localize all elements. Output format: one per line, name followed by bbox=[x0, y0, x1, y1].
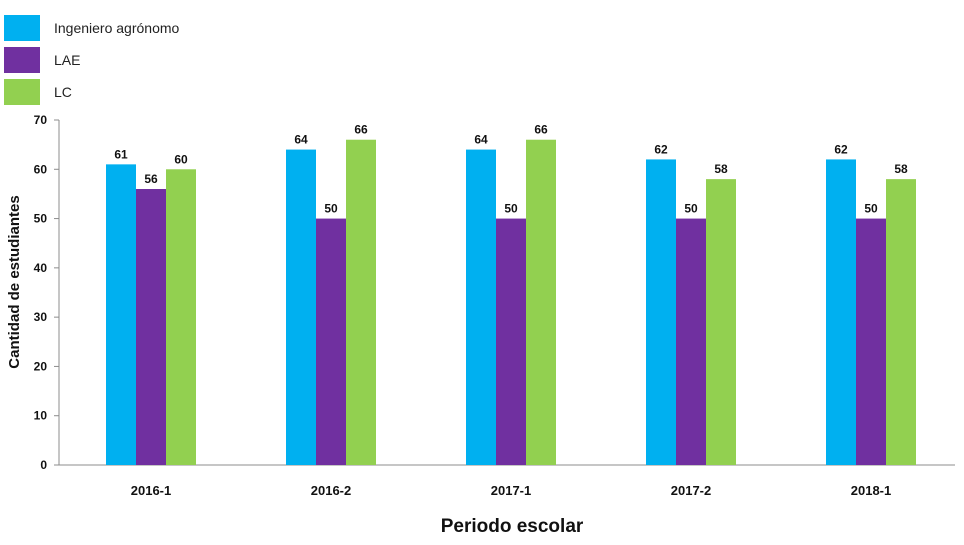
x-tick-label: 2016-2 bbox=[311, 483, 351, 498]
bar bbox=[676, 218, 706, 465]
y-tick-label: 20 bbox=[34, 359, 48, 373]
legend-label: LC bbox=[54, 84, 72, 100]
legend-swatch bbox=[4, 47, 40, 73]
bar bbox=[106, 164, 136, 465]
bar bbox=[826, 159, 856, 465]
data-label: 50 bbox=[504, 202, 518, 216]
x-tick-label: 2016-1 bbox=[131, 483, 171, 498]
x-tick-label: 2018-1 bbox=[851, 483, 891, 498]
y-tick-label: 70 bbox=[34, 113, 48, 127]
bar bbox=[526, 139, 556, 465]
data-label: 66 bbox=[354, 123, 368, 137]
data-label: 50 bbox=[324, 202, 338, 216]
data-label: 58 bbox=[714, 162, 728, 176]
legend-swatch bbox=[4, 15, 40, 41]
legend-label: LAE bbox=[54, 52, 80, 68]
bar bbox=[166, 169, 196, 466]
x-axis-title: Periodo escolar bbox=[441, 516, 584, 537]
y-tick-label: 30 bbox=[34, 310, 48, 324]
chart-legend: Ingeniero agrónomo LAE LC bbox=[4, 15, 180, 105]
data-label: 50 bbox=[684, 202, 698, 216]
bar bbox=[496, 218, 526, 465]
bar bbox=[316, 218, 346, 465]
x-tick-label: 2017-2 bbox=[671, 483, 711, 498]
data-label: 58 bbox=[894, 162, 908, 176]
bar bbox=[856, 218, 886, 465]
data-label: 66 bbox=[534, 123, 548, 137]
data-label: 50 bbox=[864, 202, 878, 216]
bar bbox=[286, 149, 316, 466]
data-label: 62 bbox=[654, 142, 668, 156]
bar bbox=[646, 159, 676, 465]
y-tick-label: 10 bbox=[34, 409, 48, 423]
ticks-layer: 0 10 20 30 40 50 60 70 2016-1 2016-2 2017-1 2017-2 2… bbox=[34, 113, 892, 498]
bar bbox=[136, 189, 166, 465]
y-tick-label: 0 bbox=[40, 458, 47, 472]
data-label: 56 bbox=[144, 172, 158, 186]
y-tick-label: 50 bbox=[34, 212, 48, 226]
bar bbox=[886, 179, 916, 465]
data-labels-layer: 61 56 60 64 50 66 64 50 66 62 50 58 62 50 58 bbox=[114, 123, 908, 216]
bar bbox=[706, 179, 736, 465]
data-label: 62 bbox=[834, 142, 848, 156]
y-axis-title: Cantidad de estudiantes bbox=[6, 195, 23, 368]
y-tick-label: 40 bbox=[34, 261, 48, 275]
data-label: 64 bbox=[474, 133, 488, 147]
bars-layer bbox=[106, 139, 916, 466]
y-tick-label: 60 bbox=[34, 162, 48, 176]
legend-swatch bbox=[4, 79, 40, 105]
data-label: 60 bbox=[174, 152, 188, 166]
bar bbox=[466, 149, 496, 466]
x-tick-label: 2017-1 bbox=[491, 483, 531, 498]
data-label: 61 bbox=[114, 147, 128, 161]
legend-label: Ingeniero agrónomo bbox=[54, 20, 180, 36]
bar bbox=[346, 139, 376, 465]
data-label: 64 bbox=[294, 133, 308, 147]
